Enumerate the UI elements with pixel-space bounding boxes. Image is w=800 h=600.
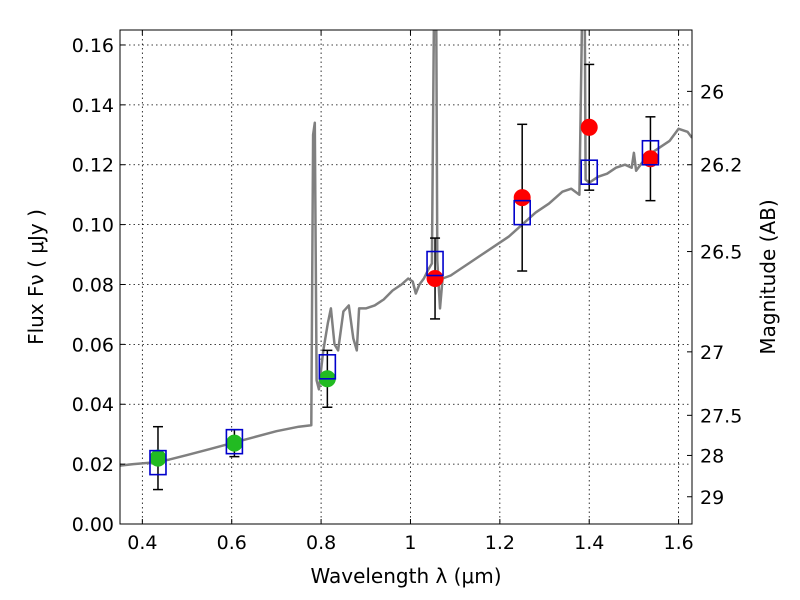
y-tick-label: 0.12 <box>72 155 114 177</box>
model-flux-square <box>580 159 599 186</box>
x-tick-label: 0.8 <box>306 532 336 554</box>
right-tick-label: 28 <box>700 445 724 467</box>
y-tick-label: 0.04 <box>72 394 114 416</box>
model-flux-square <box>318 354 337 380</box>
data-marks <box>149 63 660 491</box>
model-flux-square <box>426 250 444 277</box>
right-tick-label: 27 <box>700 342 724 364</box>
y-tick-label: 0.14 <box>72 95 114 117</box>
y-tick-label: 0.02 <box>72 454 114 476</box>
sed-model-curve <box>120 30 692 467</box>
axis-ticks: 0.4 0.6 0.8 1 1.2 1.4 1.6 0.00 0.02 0.04 0.06 0.08 0… <box>72 30 742 554</box>
sed-curve-layer <box>120 30 692 467</box>
y-tick-label: 0.10 <box>72 215 114 237</box>
x-tick-label: 0.4 <box>127 532 157 554</box>
model-flux-square <box>641 139 660 166</box>
x-tick-label: 1.2 <box>485 532 515 554</box>
model-flux-square <box>225 428 244 455</box>
y-tick-label: 0.08 <box>72 274 114 296</box>
right-y-axis-label: Magnitude (AB) <box>756 199 780 354</box>
x-axis-label: Wavelength λ (μm) <box>310 564 501 588</box>
x-tick-label: 0.6 <box>217 532 247 554</box>
observed-flux-point <box>149 449 167 467</box>
x-tick-label: 1.4 <box>574 532 604 554</box>
plot-background <box>120 30 692 524</box>
model-flux-square <box>513 199 531 226</box>
observed-flux-point <box>426 269 444 287</box>
observed-flux-point <box>513 189 531 207</box>
right-tick-label: 29 <box>700 487 724 509</box>
plot-frame <box>119 29 693 525</box>
right-tick-label: 27.5 <box>700 405 742 427</box>
x-tick-label: 1 <box>404 532 416 554</box>
observed-flux-point <box>225 434 243 452</box>
model-flux-square <box>149 449 167 476</box>
y-tick-label: 0.00 <box>72 514 114 536</box>
right-tick-label: 26 <box>700 81 724 103</box>
y-axis-label: Flux Fν ( μJy ) <box>24 209 48 345</box>
y-tick-label: 0.06 <box>72 334 114 356</box>
y-tick-label: 0.16 <box>72 35 114 57</box>
observed-flux-point <box>580 118 598 136</box>
right-tick-label: 26.2 <box>700 155 742 177</box>
x-tick-label: 1.6 <box>663 532 693 554</box>
right-tick-label: 26.5 <box>700 242 742 264</box>
grid-lines <box>120 30 692 524</box>
